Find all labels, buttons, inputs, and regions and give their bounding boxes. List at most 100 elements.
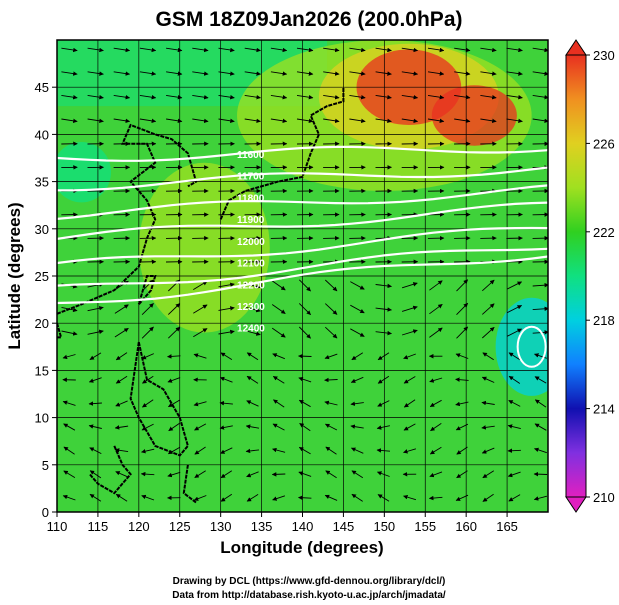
wind-arrow	[375, 283, 392, 289]
wind-arrow	[481, 376, 495, 383]
wind-arrow	[375, 47, 392, 53]
height-contour-line	[57, 166, 548, 192]
wind-arrow	[272, 495, 286, 501]
wind-arrow	[481, 279, 495, 292]
x-tick-label: 135	[251, 519, 273, 534]
x-axis-ticks: 110 115 120 125 130 135 140 145 150 155 160 165	[47, 512, 518, 534]
wind-arrow	[324, 353, 338, 360]
wind-arrow	[429, 471, 443, 478]
wind-arrow	[506, 71, 523, 76]
wind-arrow	[166, 47, 183, 53]
wind-arrow	[454, 94, 471, 100]
wind-arrow	[89, 447, 102, 455]
x-tick-label: 160	[455, 519, 477, 534]
wind-arrow	[456, 279, 469, 292]
wind-arrow	[244, 71, 261, 76]
wind-arrow	[271, 472, 286, 477]
wind-arrow	[296, 47, 314, 53]
height-contour-line	[57, 247, 548, 287]
contour-label: 12400	[237, 324, 265, 335]
wind-arrow	[114, 327, 129, 338]
wind-arrow	[299, 423, 311, 432]
wind-arrow	[141, 353, 154, 360]
height-contours: 11600 11700 11800 11900 12000 12100 12200 12300…	[57, 145, 548, 335]
wind-arrow	[534, 376, 547, 384]
y-tick-label: 20	[35, 316, 49, 331]
colorbar-tick-label: 210	[593, 490, 615, 505]
chart-title: GSM 18Z09Jan2026 (200.0hPa)	[155, 8, 462, 31]
wind-arrow	[192, 71, 209, 76]
wind-arrow	[87, 306, 104, 312]
cold-spot-west	[57, 141, 112, 203]
contour-label: 12200	[237, 280, 265, 291]
contour-label: 11600	[237, 150, 265, 161]
wind-arrow	[298, 303, 311, 316]
wind-arrow	[401, 329, 418, 336]
wind-arrow	[167, 377, 181, 383]
wind-arrow	[401, 71, 419, 76]
wind-arrow	[114, 425, 129, 430]
wind-arrow	[298, 326, 311, 339]
cold-spot-east	[495, 297, 548, 396]
wind-arrow	[63, 470, 76, 478]
wind-arrow	[375, 307, 392, 312]
wind-arrow	[506, 94, 523, 100]
wind-arrow	[532, 118, 548, 124]
wind-arrow	[113, 118, 131, 124]
wind-arrow	[532, 306, 548, 312]
wind-arrow	[89, 352, 102, 360]
wind-arrow	[534, 447, 547, 454]
coastline-4	[88, 445, 132, 495]
wind-arrow	[62, 400, 76, 406]
wind-arrow	[403, 376, 416, 384]
wind-arrow	[141, 326, 154, 339]
wind-arrow	[401, 305, 418, 312]
wind-arrow	[218, 282, 235, 288]
wind-arrow	[403, 399, 416, 408]
wind-arrow	[324, 377, 338, 383]
wind-arrow	[113, 47, 131, 53]
wind-arrow	[115, 493, 128, 502]
wind-arrow	[349, 118, 366, 124]
wind-arrow	[429, 303, 443, 315]
wind-arrow	[168, 399, 180, 408]
wind-arrow	[507, 328, 523, 337]
wind-arrow	[427, 71, 445, 76]
wind-arrow	[61, 330, 78, 336]
wind-arrow	[87, 94, 104, 100]
wind-arrow	[324, 303, 338, 315]
wind-arrow	[534, 423, 547, 431]
wind-arrow	[296, 71, 314, 76]
wind-arrow	[192, 118, 209, 124]
wind-arrow	[270, 71, 288, 76]
wind-arrow	[350, 304, 365, 314]
wind-arrow	[193, 304, 208, 314]
wind-arrow	[350, 447, 364, 454]
contour-label: 12000	[237, 237, 265, 248]
wind-arrow	[139, 47, 157, 53]
wind-arrow	[508, 494, 521, 502]
y-axis-ticks: 0 5 10 15 20 25 30 35 40 45	[35, 80, 57, 520]
wind-arrow	[87, 118, 104, 124]
cyclone-contour	[516, 325, 547, 368]
wind-arrow	[430, 423, 442, 432]
wind-streamlines	[61, 47, 548, 502]
wind-arrow	[532, 94, 548, 100]
wind-arrow	[244, 306, 261, 313]
wind-arrow	[272, 447, 286, 453]
colorbar: 210 214 218 222 226 230	[565, 39, 615, 513]
wind-arrow	[376, 425, 390, 430]
wind-arrow	[166, 94, 183, 100]
wind-arrow	[508, 400, 521, 407]
wind-arrow	[403, 448, 417, 454]
wind-arrow	[532, 71, 548, 76]
wind-arrow	[194, 470, 206, 478]
wind-arrow	[429, 280, 443, 291]
wind-arrow	[115, 375, 128, 384]
wind-arrow	[298, 495, 312, 500]
wind-arrow	[429, 399, 442, 407]
wind-arrow	[218, 71, 235, 76]
wind-arrow	[481, 425, 495, 430]
wind-arrow	[220, 470, 233, 479]
